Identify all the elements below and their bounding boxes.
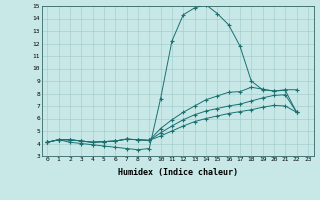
X-axis label: Humidex (Indice chaleur): Humidex (Indice chaleur): [118, 168, 237, 177]
